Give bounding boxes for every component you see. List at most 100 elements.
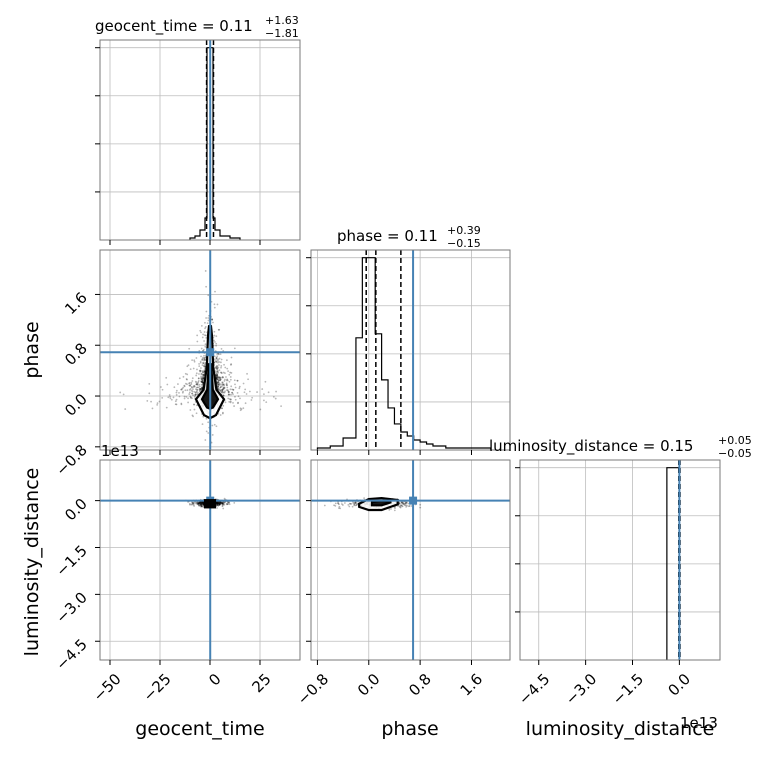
scatter-geocent-time-phase-point-132 [203, 359, 205, 362]
scatter-geocent-time-phase-point-1862 [236, 392, 239, 394]
scatter-phase-luminosity-distance-point-298 [338, 503, 340, 506]
scatter-geocent-time-phase-point-342 [207, 319, 210, 322]
scatter-geocent-time-phase-point-607 [202, 376, 204, 379]
scatter-geocent-time-luminosity-distance-point-519 [198, 504, 201, 507]
scatter-geocent-time-phase-point-929 [219, 379, 221, 382]
scatter-geocent-time-luminosity-distance-point-27 [222, 501, 225, 504]
scatter-geocent-time-phase-point-2012 [122, 393, 125, 396]
scatter-geocent-time-phase-point-1416 [215, 357, 218, 359]
scatter-geocent-time-phase-point-1922 [232, 401, 234, 404]
scatter-geocent-time-phase-point-276 [201, 371, 204, 374]
scatter-geocent-time-phase-point-1830 [191, 390, 194, 393]
scatter-phase-luminosity-distance-point-170 [363, 497, 366, 500]
scatter-geocent-time-phase-point-1074 [204, 439, 207, 441]
scatter-geocent-time-phase-point-310 [216, 369, 219, 372]
scatter-phase-luminosity-distance-point-47 [352, 502, 355, 504]
scatter-geocent-time-phase-point-1240 [217, 376, 220, 378]
scatter-geocent-time-phase-point-1101 [204, 321, 206, 324]
scatter-geocent-time-luminosity-distance-point-432 [216, 502, 219, 505]
scatter-geocent-time-luminosity-distance-point-524 [216, 501, 219, 504]
scatter-geocent-time-luminosity-distance-point-18 [219, 502, 222, 505]
scatter-geocent-time-luminosity-distance-point-29 [202, 504, 205, 507]
scatter-geocent-time-luminosity-distance-point-359 [217, 505, 220, 507]
scatter-geocent-time-luminosity-distance-point-592 [198, 501, 201, 504]
scatter-geocent-time-phase-point-1846 [222, 404, 225, 407]
scatter-geocent-time-phase-point-120 [216, 368, 219, 371]
scatter-geocent-time-phase-point-1988 [191, 397, 193, 400]
scatter-geocent-time-luminosity-distance-ytick-label-2: −3.0 [52, 588, 90, 626]
hist-phase-frame [310, 249, 511, 451]
xlabel-phase: phase [381, 718, 438, 740]
scatter-phase-luminosity-distance-point-395 [353, 502, 356, 505]
scatter-geocent-time-phase-point-1817 [161, 396, 164, 399]
scatter-phase-luminosity-distance-xtick-label-1: 0.0 [354, 670, 384, 700]
scatter-geocent-time-phase-point-1961 [189, 395, 192, 398]
scatter-geocent-time-phase-point-30 [189, 368, 192, 371]
scatter-geocent-time-phase-point-1210 [198, 389, 201, 392]
scatter-phase-luminosity-distance-point-129 [355, 501, 357, 504]
scatter-geocent-time-phase-point-61 [199, 387, 202, 390]
scatter-geocent-time-phase-point-1803 [191, 392, 193, 395]
scatter-geocent-time-phase-point-1774 [216, 378, 218, 381]
scatter-geocent-time-phase-point-625 [231, 388, 234, 391]
scatter-geocent-time-phase-point-330 [230, 372, 233, 374]
scatter-geocent-time-luminosity-distance-point-551 [216, 502, 219, 505]
scatter-geocent-time-luminosity-distance-point-347 [200, 503, 203, 505]
scatter-geocent-time-phase-point-1525 [224, 372, 226, 375]
scatter-geocent-time-luminosity-distance-point-187 [227, 503, 229, 505]
scatter-geocent-time-phase-point-1907 [175, 389, 178, 392]
scatter-geocent-time-phase-point-255 [203, 358, 206, 361]
scatter-geocent-time-phase-point-879 [201, 423, 204, 426]
scatter-geocent-time-phase-point-806 [201, 380, 203, 383]
scatter-geocent-time-luminosity-distance-point-426 [195, 501, 198, 504]
scatter-geocent-time-luminosity-distance-point-423 [222, 507, 225, 510]
scatter-geocent-time-phase-point-1790 [221, 385, 224, 387]
scatter-geocent-time-phase-point-755 [222, 383, 224, 386]
scatter-geocent-time-phase-point-1849 [167, 396, 170, 399]
scatter-geocent-time-luminosity-distance-point-1 [202, 502, 204, 505]
scatter-geocent-time-phase-point-1957 [229, 398, 232, 401]
scatter-geocent-time-phase-point-457 [221, 383, 224, 385]
scatter-geocent-time-luminosity-distance-point-458 [197, 503, 200, 505]
title-geocent-time-minus: −1.81 [265, 27, 299, 40]
scatter-geocent-time-phase-point-1750 [194, 394, 197, 397]
scatter-geocent-time-luminosity-distance-point-84 [197, 501, 200, 504]
scatter-geocent-time-luminosity-distance-point-362 [200, 504, 203, 506]
scatter-geocent-time-luminosity-distance-point-111 [226, 503, 229, 506]
scatter-geocent-time-luminosity-distance-point-476 [201, 501, 204, 504]
scatter-geocent-time-phase-point-1195 [191, 377, 194, 380]
scatter-geocent-time-phase-point-940 [225, 379, 228, 382]
scatter-geocent-time-phase-point-1828 [251, 396, 254, 399]
scatter-geocent-time-phase-point-1843 [244, 402, 247, 405]
scatter-geocent-time-phase-point-1923 [250, 399, 253, 401]
scatter-geocent-time-luminosity-distance-point-440 [219, 501, 222, 504]
scatter-geocent-time-phase-point-1969 [275, 390, 277, 393]
scatter-geocent-time-phase-point-1546 [200, 355, 202, 358]
xlabel-geocent-time: geocent_time [135, 718, 264, 740]
scatter-geocent-time-phase-point-565 [217, 383, 220, 386]
scatter-geocent-time-phase-point-1989 [185, 395, 188, 398]
scatter-geocent-time-phase-point-819 [216, 358, 218, 361]
scatter-geocent-time-phase-point-1533 [200, 324, 203, 327]
scatter-geocent-time-luminosity-distance-point-373 [216, 502, 219, 505]
scatter-geocent-time-luminosity-distance-point-366 [200, 501, 203, 504]
scatter-phase-luminosity-distance-truth-marker [409, 496, 418, 505]
scatter-geocent-time-phase-point-18 [205, 430, 208, 433]
scatter-geocent-time-luminosity-distance-point-430 [221, 502, 224, 504]
scatter-geocent-time-luminosity-distance-point-540 [223, 501, 226, 504]
scatter-geocent-time-phase-point-1916 [234, 386, 237, 389]
scatter-geocent-time-phase-point-355 [220, 385, 223, 388]
scatter-geocent-time-phase-point-1821 [190, 389, 193, 392]
scatter-geocent-time-luminosity-distance-point-557 [200, 505, 203, 508]
scatter-geocent-time-phase-point-1882 [188, 382, 190, 385]
scatter-geocent-time-phase-point-257 [200, 381, 203, 384]
scatter-geocent-time-phase-point-501 [215, 360, 218, 363]
scatter-geocent-time-phase-point-770 [223, 380, 226, 382]
scatter-geocent-time-luminosity-distance-xtick-label-1: −25 [140, 670, 175, 705]
scatter-geocent-time-phase-point-986 [200, 377, 202, 379]
scatter-phase-luminosity-distance-point-160 [341, 504, 344, 506]
scatter-geocent-time-phase-point-9 [216, 367, 219, 370]
scatter-geocent-time-luminosity-distance-point-413 [215, 502, 218, 505]
scatter-geocent-time-phase-point-250 [190, 381, 193, 384]
scatter-phase-luminosity-distance-point-394 [388, 508, 391, 511]
